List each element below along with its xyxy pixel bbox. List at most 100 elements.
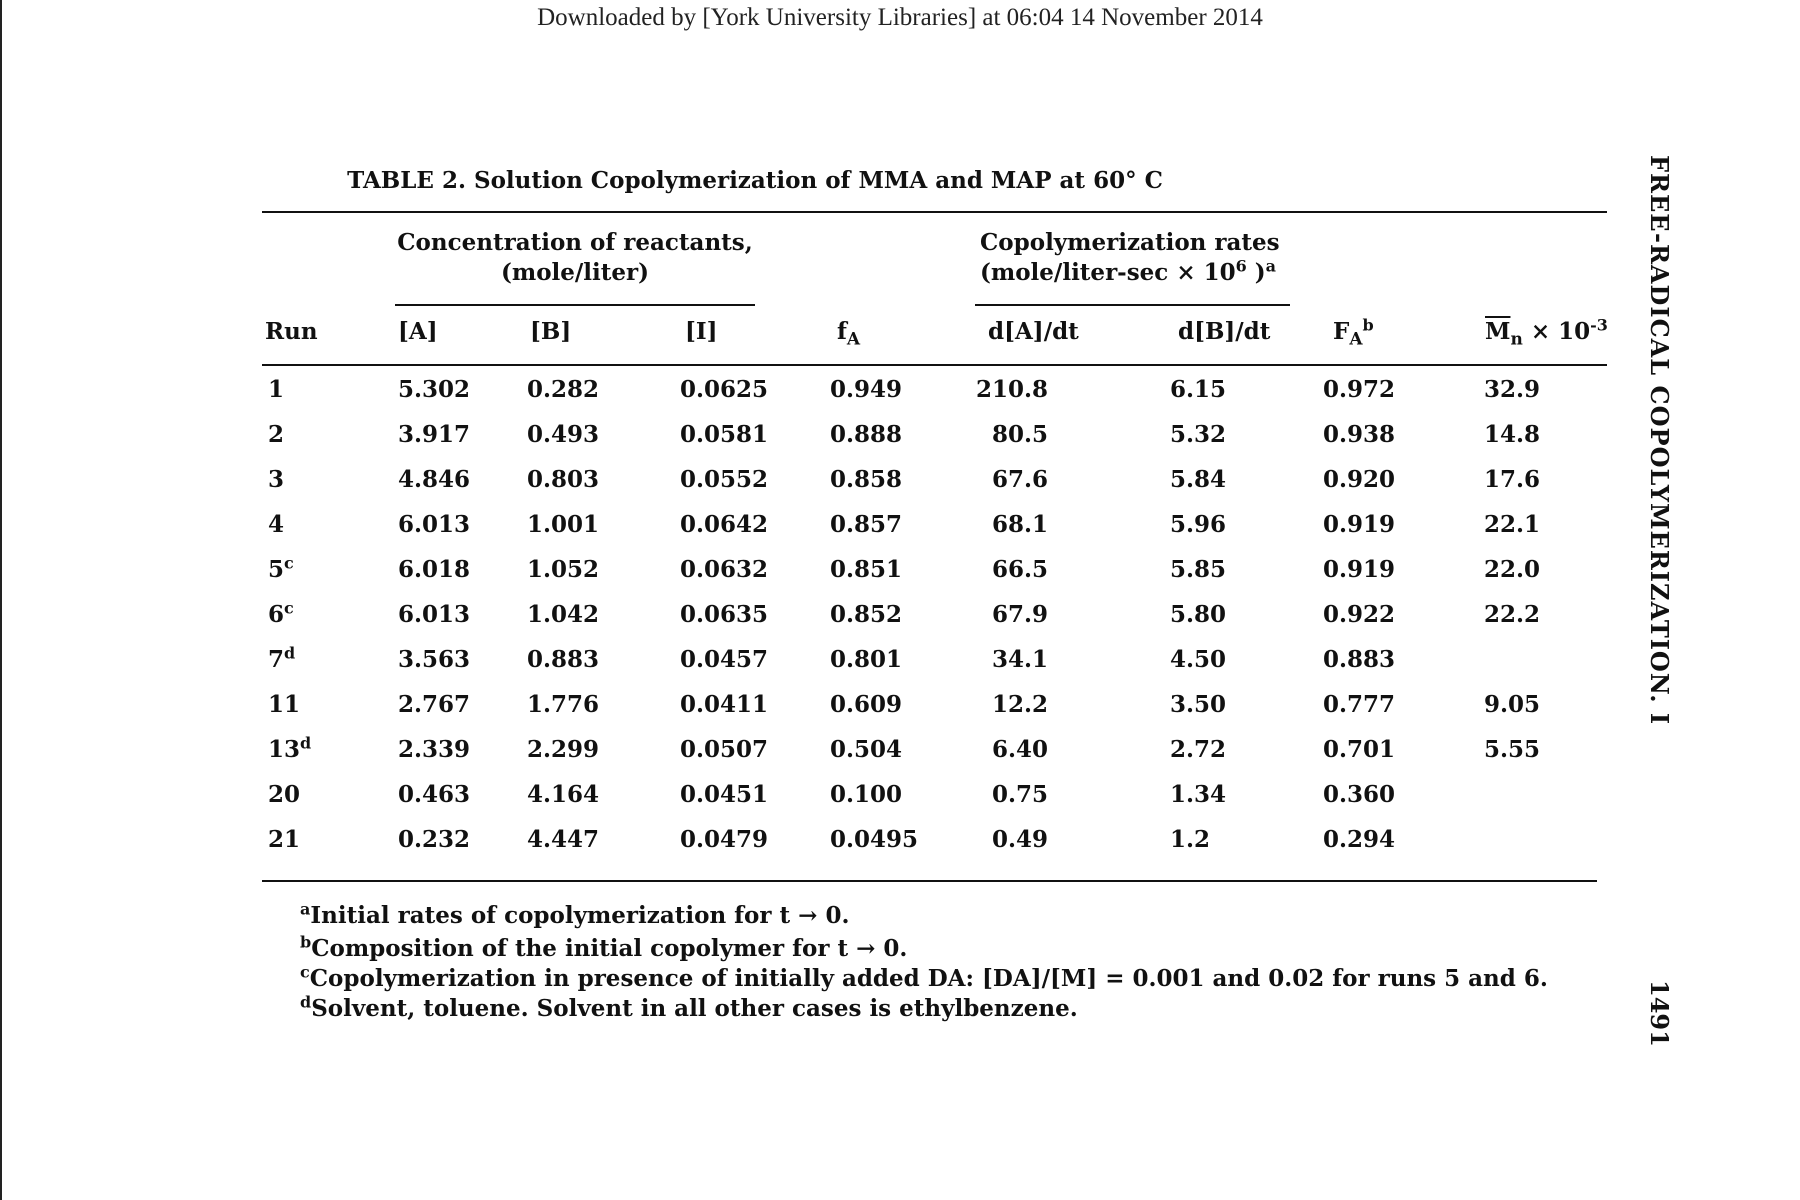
table-cell-run: 3 bbox=[268, 466, 285, 493]
table-cell-I: 0.0457 bbox=[680, 646, 769, 673]
table-cell-A: 2.767 bbox=[398, 691, 471, 718]
table-cell-dB: 4.50 bbox=[1170, 646, 1227, 673]
concentration-group-line1: Concentration of reactants, bbox=[397, 229, 753, 256]
page-number: 1491 bbox=[1645, 980, 1674, 1047]
col-header-Mn: Mn × 10-3 bbox=[1485, 315, 1608, 350]
footnote-a: aInitial rates of copolymerization for t… bbox=[300, 899, 850, 929]
table-cell-dA: 67.9 bbox=[991, 601, 1048, 628]
col-header-A: [A] bbox=[398, 318, 438, 345]
table-cell-dB: 5.84 bbox=[1170, 466, 1227, 493]
table-cell-A: 2.339 bbox=[398, 736, 471, 763]
table-cell-B: 1.052 bbox=[527, 556, 600, 583]
table-cell-fA: 0.949 bbox=[830, 376, 903, 403]
table-cell-FA: 0.919 bbox=[1323, 556, 1396, 583]
table-cell-dA: 68.1 bbox=[991, 511, 1048, 538]
table-cell-run: 7d bbox=[268, 643, 296, 673]
running-head: FREE-RADICAL COPOLYMERIZATION. I bbox=[1645, 155, 1674, 726]
concentration-group-line2: (mole/liter) bbox=[500, 259, 650, 286]
table-cell-dB: 5.80 bbox=[1170, 601, 1227, 628]
table-cell-run: 20 bbox=[268, 781, 301, 808]
rates-group-line1: Copolymerization rates bbox=[980, 229, 1280, 256]
table-cell-Mn: 32.9 bbox=[1483, 376, 1540, 403]
table-cell-run: 4 bbox=[268, 511, 285, 538]
table-cell-run: 11 bbox=[268, 691, 301, 718]
table-cell-Mn: 17.6 bbox=[1483, 466, 1540, 493]
col-header-run: Run bbox=[265, 318, 318, 345]
table-cell-I: 0.0451 bbox=[680, 781, 769, 808]
table-cell-A: 6.013 bbox=[398, 511, 471, 538]
table-cell-dB: 6.15 bbox=[1170, 376, 1227, 403]
table-cell-dB: 5.85 bbox=[1170, 556, 1227, 583]
table-cell-FA: 0.294 bbox=[1323, 826, 1396, 853]
table-cell-fA: 0.858 bbox=[830, 466, 903, 493]
table-cell-Mn: 22.0 bbox=[1483, 556, 1540, 583]
table-cell-dA: 67.6 bbox=[991, 466, 1048, 493]
table-cell-A: 3.917 bbox=[398, 421, 471, 448]
table-cell-fA: 0.857 bbox=[830, 511, 903, 538]
table-cell-run: 6c bbox=[268, 598, 294, 628]
table-cell-Mn: 22.1 bbox=[1483, 511, 1540, 538]
table-cell-Mn: 9.05 bbox=[1483, 691, 1540, 718]
concentration-group-rule bbox=[395, 304, 755, 306]
table-cell-fA: 0.801 bbox=[830, 646, 903, 673]
table-cell-dA: 80.5 bbox=[991, 421, 1048, 448]
table-top-rule bbox=[262, 211, 1607, 213]
table-cell-dA: 0.49 bbox=[991, 826, 1048, 853]
table-cell-A: 0.463 bbox=[398, 781, 471, 808]
table-cell-I: 0.0411 bbox=[680, 691, 769, 718]
table-cell-A: 4.846 bbox=[398, 466, 471, 493]
table-cell-dB: 5.32 bbox=[1170, 421, 1227, 448]
table-cell-fA: 0.609 bbox=[830, 691, 903, 718]
table-cell-fA: 0.0495 bbox=[830, 826, 919, 853]
rates-group-line2: (mole/liter-sec × 106 )a bbox=[980, 256, 1277, 286]
col-header-I: [I] bbox=[685, 318, 718, 345]
col-header-B: [B] bbox=[530, 318, 572, 345]
col-header-FA: FAb bbox=[1333, 315, 1374, 350]
table-cell-run: 13d bbox=[268, 733, 312, 763]
table-cell-dA: 210.8 bbox=[975, 376, 1048, 403]
col-header-dB: d[B]/dt bbox=[1178, 318, 1271, 345]
footnote-d: dSolvent, toluene. Solvent in all other … bbox=[300, 992, 1078, 1022]
table-cell-run: 21 bbox=[268, 826, 301, 853]
table-cell-I: 0.0581 bbox=[680, 421, 769, 448]
table-cell-FA: 0.883 bbox=[1323, 646, 1396, 673]
table-cell-A: 0.232 bbox=[398, 826, 471, 853]
table-bottom-rule bbox=[262, 880, 1597, 882]
table-cell-fA: 0.504 bbox=[830, 736, 903, 763]
table-cell-FA: 0.938 bbox=[1323, 421, 1396, 448]
table-cell-FA: 0.360 bbox=[1323, 781, 1396, 808]
table-cell-dA: 12.2 bbox=[991, 691, 1048, 718]
table-cell-Mn: 22.2 bbox=[1483, 601, 1540, 628]
table-cell-dA: 66.5 bbox=[991, 556, 1048, 583]
table-cell-dB: 1.2 bbox=[1170, 826, 1211, 853]
table-cell-run: 5c bbox=[268, 553, 294, 583]
col-header-dA: d[A]/dt bbox=[988, 318, 1079, 345]
table-cell-I: 0.0479 bbox=[680, 826, 769, 853]
table-cell-FA: 0.922 bbox=[1323, 601, 1396, 628]
table-cell-Mn: 5.55 bbox=[1483, 736, 1540, 763]
table-cell-B: 0.803 bbox=[527, 466, 600, 493]
table-cell-fA: 0.852 bbox=[830, 601, 903, 628]
table-title: TABLE 2. Solution Copolymerization of MM… bbox=[347, 167, 1163, 194]
table-cell-A: 3.563 bbox=[398, 646, 471, 673]
table-cell-dA: 6.40 bbox=[991, 736, 1048, 763]
table-cell-FA: 0.920 bbox=[1323, 466, 1396, 493]
table-cell-I: 0.0552 bbox=[680, 466, 769, 493]
table-cell-B: 0.493 bbox=[527, 421, 600, 448]
table-cell-B: 2.299 bbox=[527, 736, 600, 763]
table-cell-B: 0.883 bbox=[527, 646, 600, 673]
col-header-fA: fA bbox=[837, 318, 861, 350]
table-cell-A: 6.013 bbox=[398, 601, 471, 628]
table-cell-B: 0.282 bbox=[527, 376, 600, 403]
rates-group-header: Copolymerization rates (mole/liter-sec ×… bbox=[980, 228, 1280, 288]
table-cell-run: 2 bbox=[268, 421, 285, 448]
footnote-c: cCopolymerization in presence of initial… bbox=[300, 962, 1548, 992]
rates-group-rule bbox=[975, 304, 1290, 306]
table-cell-I: 0.0507 bbox=[680, 736, 769, 763]
table-cell-dA: 0.75 bbox=[991, 781, 1048, 808]
table-cell-FA: 0.972 bbox=[1323, 376, 1396, 403]
table-cell-dB: 3.50 bbox=[1170, 691, 1227, 718]
header-bottom-rule bbox=[262, 364, 1607, 366]
table-cell-B: 1.776 bbox=[527, 691, 600, 718]
table-cell-A: 5.302 bbox=[398, 376, 471, 403]
